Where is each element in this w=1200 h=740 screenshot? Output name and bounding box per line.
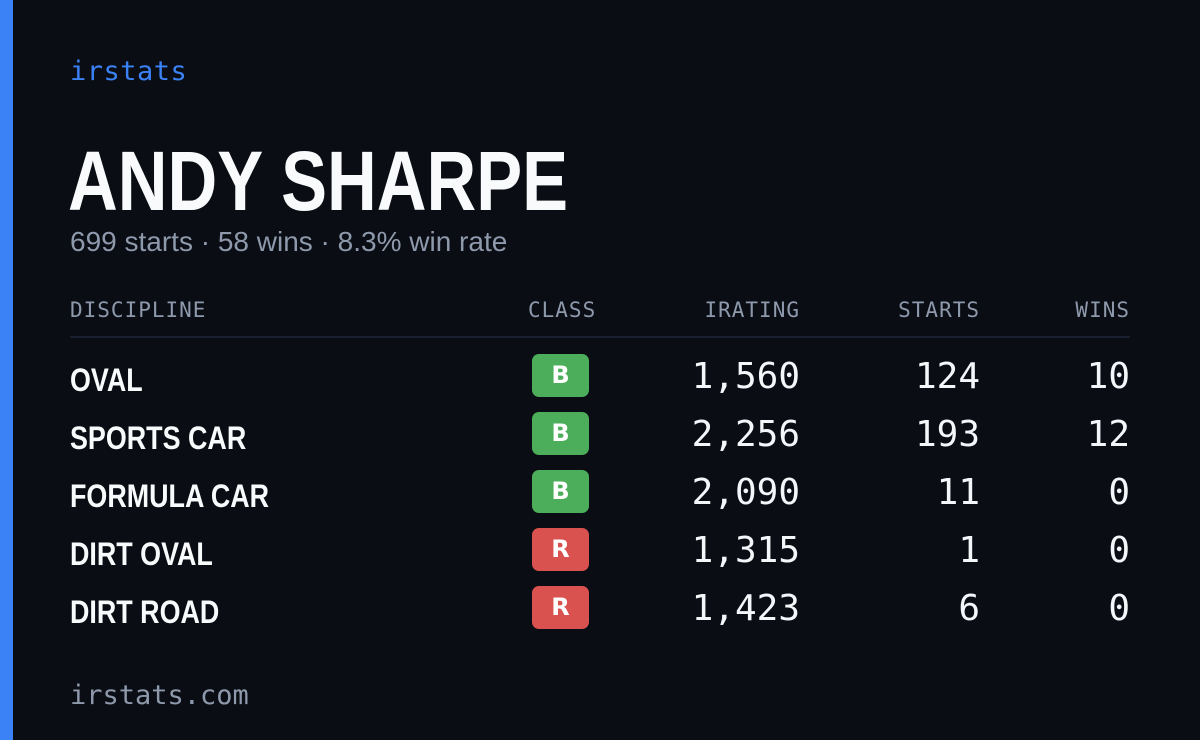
discipline-name: DIRT ROAD xyxy=(70,594,220,630)
class-badge: R xyxy=(532,586,589,629)
discipline-name: SPORTS CAR xyxy=(70,420,247,456)
table-row-dirt-road: DIRT ROAD R 1,423 6 0 xyxy=(70,586,1130,644)
discipline-name: DIRT OVAL xyxy=(70,536,213,572)
player-summary: 699 starts · 58 wins · 8.3% win rate xyxy=(70,226,508,257)
footer-url: irstats.com xyxy=(70,680,249,711)
class-badge: B xyxy=(532,412,589,455)
table-row-oval: OVAL B 1,560 124 10 xyxy=(70,354,1130,412)
table-row-sports-car: SPORTS CAR B 2,256 193 12 xyxy=(70,412,1130,470)
class-badge: B xyxy=(532,354,589,397)
player-name: ANDY SHARPE xyxy=(68,134,569,228)
wins-value: 0 xyxy=(1108,472,1130,513)
brand-logo-text: irstats xyxy=(70,56,188,87)
table-header: DISCIPLINE CLASS IRATING STARTS WINS xyxy=(70,298,1130,338)
starts-value: 1 xyxy=(958,530,980,571)
accent-bar xyxy=(0,0,13,740)
irating-value: 1,560 xyxy=(691,356,800,397)
header-wins: WINS xyxy=(1075,298,1130,322)
header-class: CLASS xyxy=(528,298,597,322)
irating-value: 2,256 xyxy=(691,414,800,455)
class-badge: R xyxy=(532,528,589,571)
discipline-name: OVAL xyxy=(70,362,143,398)
irating-value: 2,090 xyxy=(691,472,800,513)
header-irating: IRATING xyxy=(704,298,800,322)
header-starts: STARTS xyxy=(898,298,980,322)
starts-value: 124 xyxy=(914,356,980,397)
irating-value: 1,423 xyxy=(691,588,800,629)
wins-value: 12 xyxy=(1086,414,1130,455)
irating-value: 1,315 xyxy=(691,530,800,571)
wins-value: 10 xyxy=(1086,356,1130,397)
discipline-name: FORMULA CAR xyxy=(70,478,270,514)
class-badge: B xyxy=(532,470,589,513)
table-row-dirt-oval: DIRT OVAL R 1,315 1 0 xyxy=(70,528,1130,586)
header-discipline: DISCIPLINE xyxy=(70,298,207,322)
wins-value: 0 xyxy=(1108,588,1130,629)
wins-value: 0 xyxy=(1108,530,1130,571)
starts-value: 6 xyxy=(958,588,980,629)
table-row-formula-car: FORMULA CAR B 2,090 11 0 xyxy=(70,470,1130,528)
starts-value: 11 xyxy=(936,472,980,513)
starts-value: 193 xyxy=(914,414,980,455)
